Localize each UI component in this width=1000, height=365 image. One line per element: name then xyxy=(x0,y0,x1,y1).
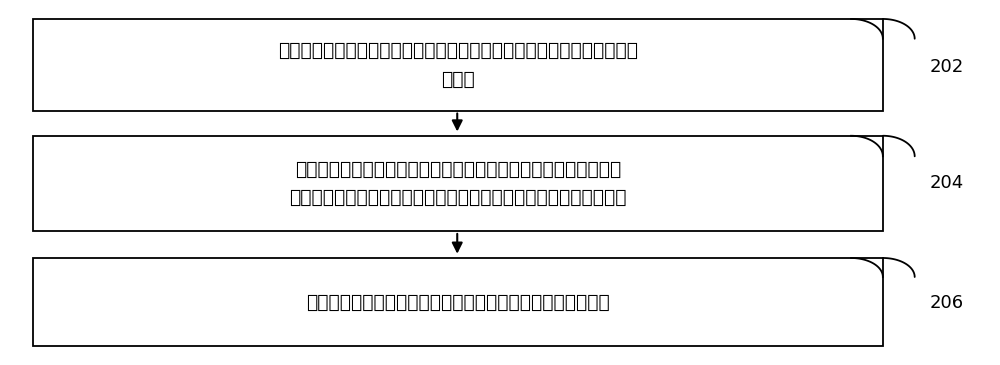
Text: 在原始数据表的分组字段中增加随机数列，得到中间数据，将中间
数据存储至中间表中；随机数列的列值为互不重复的随机数进行循环: 在原始数据表的分组字段中增加随机数列，得到中间数据，将中间 数据存储至中间表中；… xyxy=(289,160,626,207)
FancyBboxPatch shape xyxy=(33,136,883,231)
Text: 206: 206 xyxy=(930,294,964,312)
Text: 获取数据倾斜矫正指令，根据数据倾斜矫正指令从多个服务器中获取原始
数据表: 获取数据倾斜矫正指令，根据数据倾斜矫正指令从多个服务器中获取原始 数据表 xyxy=(278,41,638,89)
Text: 204: 204 xyxy=(930,174,964,192)
Text: 确定中间表的关联键，根据中间表的关联键进行数据倾斜矫正: 确定中间表的关联键，根据中间表的关联键进行数据倾斜矫正 xyxy=(306,292,610,311)
Text: 202: 202 xyxy=(930,58,964,77)
FancyBboxPatch shape xyxy=(33,19,883,111)
FancyBboxPatch shape xyxy=(33,258,883,346)
